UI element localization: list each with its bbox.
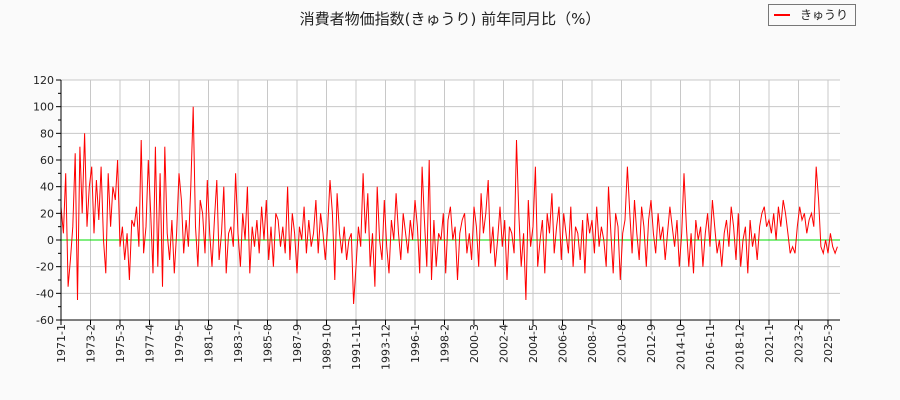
y-tick-label: 20 [40,207,54,220]
x-tick-label: 1983-7 [232,324,245,363]
x-tick-label: 2010-8 [616,324,629,363]
x-tick-label: 2014-10 [675,324,688,370]
x-tick-label: 1977-4 [144,324,157,363]
x-tick-label: 2023-2 [793,324,806,363]
x-tick-label: 2012-9 [645,324,658,363]
x-tick-label: 1987-9 [291,324,304,363]
x-tick-label: 2004-5 [527,324,540,363]
y-tick-label: -20 [36,261,54,274]
x-tick-label: 2025-3 [822,324,835,363]
x-tick-label: 2016-11 [704,324,717,370]
y-tick-label: 100 [33,101,54,114]
chart-title: 消費者物価指数(きゅうり) 前年同月比（%） [300,10,601,28]
x-tick-label: 2021-1 [763,324,776,363]
x-tick-label: 1989-10 [321,324,334,370]
x-tick-label: 2008-7 [586,324,599,363]
x-tick-label: 1991-11 [350,324,363,370]
x-tick-label: 2000-3 [468,324,481,363]
y-axis: -60 -40 -20 0 20 40 60 80 100 120 [33,74,61,327]
x-tick-label: 1993-12 [380,324,393,370]
y-tick-label: 80 [40,127,54,140]
y-tick-label: 0 [47,234,54,247]
x-tick-label: 2018-12 [734,324,747,370]
x-tick-label: 1971-1 [55,324,68,363]
x-tick-label: 1998-2 [439,324,452,363]
y-tick-label: 120 [33,74,54,87]
y-tick-label: 60 [40,154,54,167]
x-tick-label: 1981-6 [203,324,216,363]
x-tick-label: 1979-5 [173,324,186,363]
x-tick-label: 1996-1 [409,324,422,363]
x-tick-label: 1975-3 [114,324,127,363]
x-tick-label: 2006-6 [557,324,570,363]
x-axis: 1971-1 1973-2 1975-3 1977-4 1979-5 1981-6 1983… [55,320,835,370]
x-tick-label: 1985-8 [262,324,275,363]
x-tick-label: 1973-2 [85,324,98,363]
series-line-kyuri [60,106,838,305]
y-tick-label: 40 [40,181,54,194]
legend: きゅうり [768,4,856,26]
y-tick-label: -40 [36,287,54,300]
x-tick-label: 2002-4 [498,324,511,363]
legend-label: きゅうり [800,8,848,22]
legend-box [768,4,856,26]
y-tick-label: -60 [36,314,54,327]
